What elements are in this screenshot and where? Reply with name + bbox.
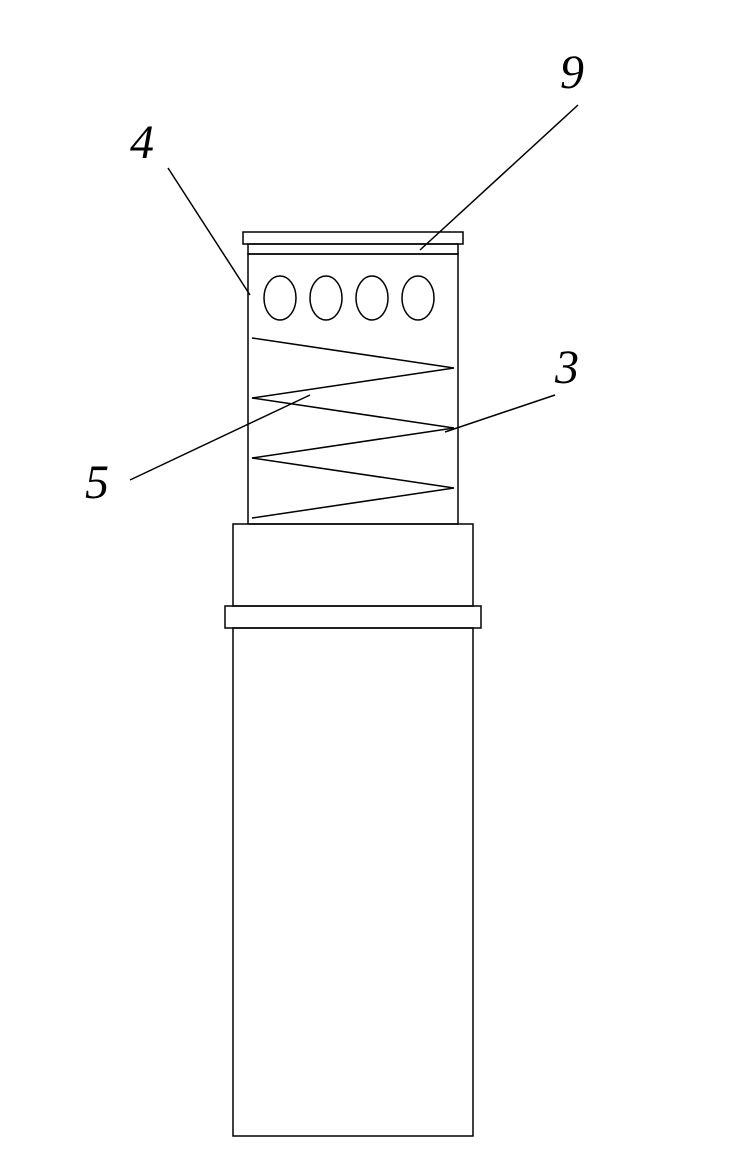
label-9: 9 <box>560 45 584 100</box>
label-5: 5 <box>85 455 109 510</box>
label-4: 4 <box>130 115 154 170</box>
label-3: 3 <box>555 340 579 395</box>
diagram-svg <box>0 0 731 1168</box>
